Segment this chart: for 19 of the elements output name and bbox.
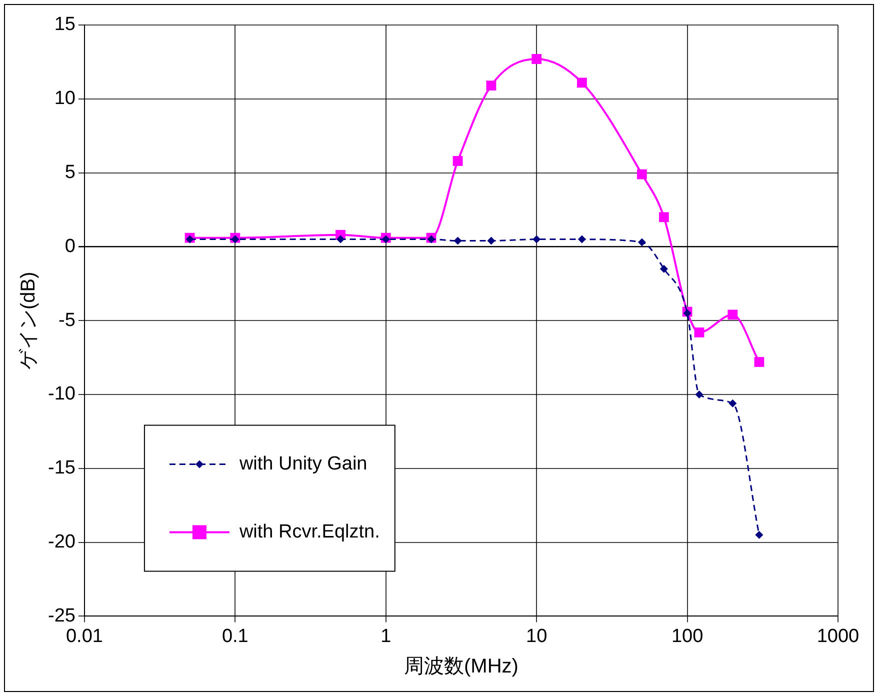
y-tick-label: -10	[48, 384, 76, 405]
y-tick-label: 10	[54, 88, 76, 110]
x-tick-label: 0.01	[66, 626, 103, 647]
legend-label: with Unity Gain	[238, 453, 368, 474]
x-tick-label: 100	[671, 626, 704, 647]
x-tick-label: 0.1	[222, 626, 248, 647]
y-tick-label: 5	[64, 162, 76, 184]
x-tick-label: 1000	[816, 626, 860, 647]
y-tick-label: -15	[48, 458, 76, 479]
legend-label: with Rcvr.Eqlztn.	[238, 521, 380, 542]
y-tick-label: 15	[54, 14, 76, 36]
y-axis-title: ゲイン(dB)	[18, 272, 40, 370]
y-tick-label: 0	[64, 236, 76, 257]
y-tick-label: -5	[58, 310, 76, 331]
y-tick-label: -25	[48, 605, 76, 626]
x-axis-title: 周波数(MHz)	[404, 656, 518, 678]
x-tick-label: 1	[380, 626, 392, 647]
y-tick-label: -20	[48, 532, 76, 553]
x-tick-label: 10	[526, 626, 548, 647]
